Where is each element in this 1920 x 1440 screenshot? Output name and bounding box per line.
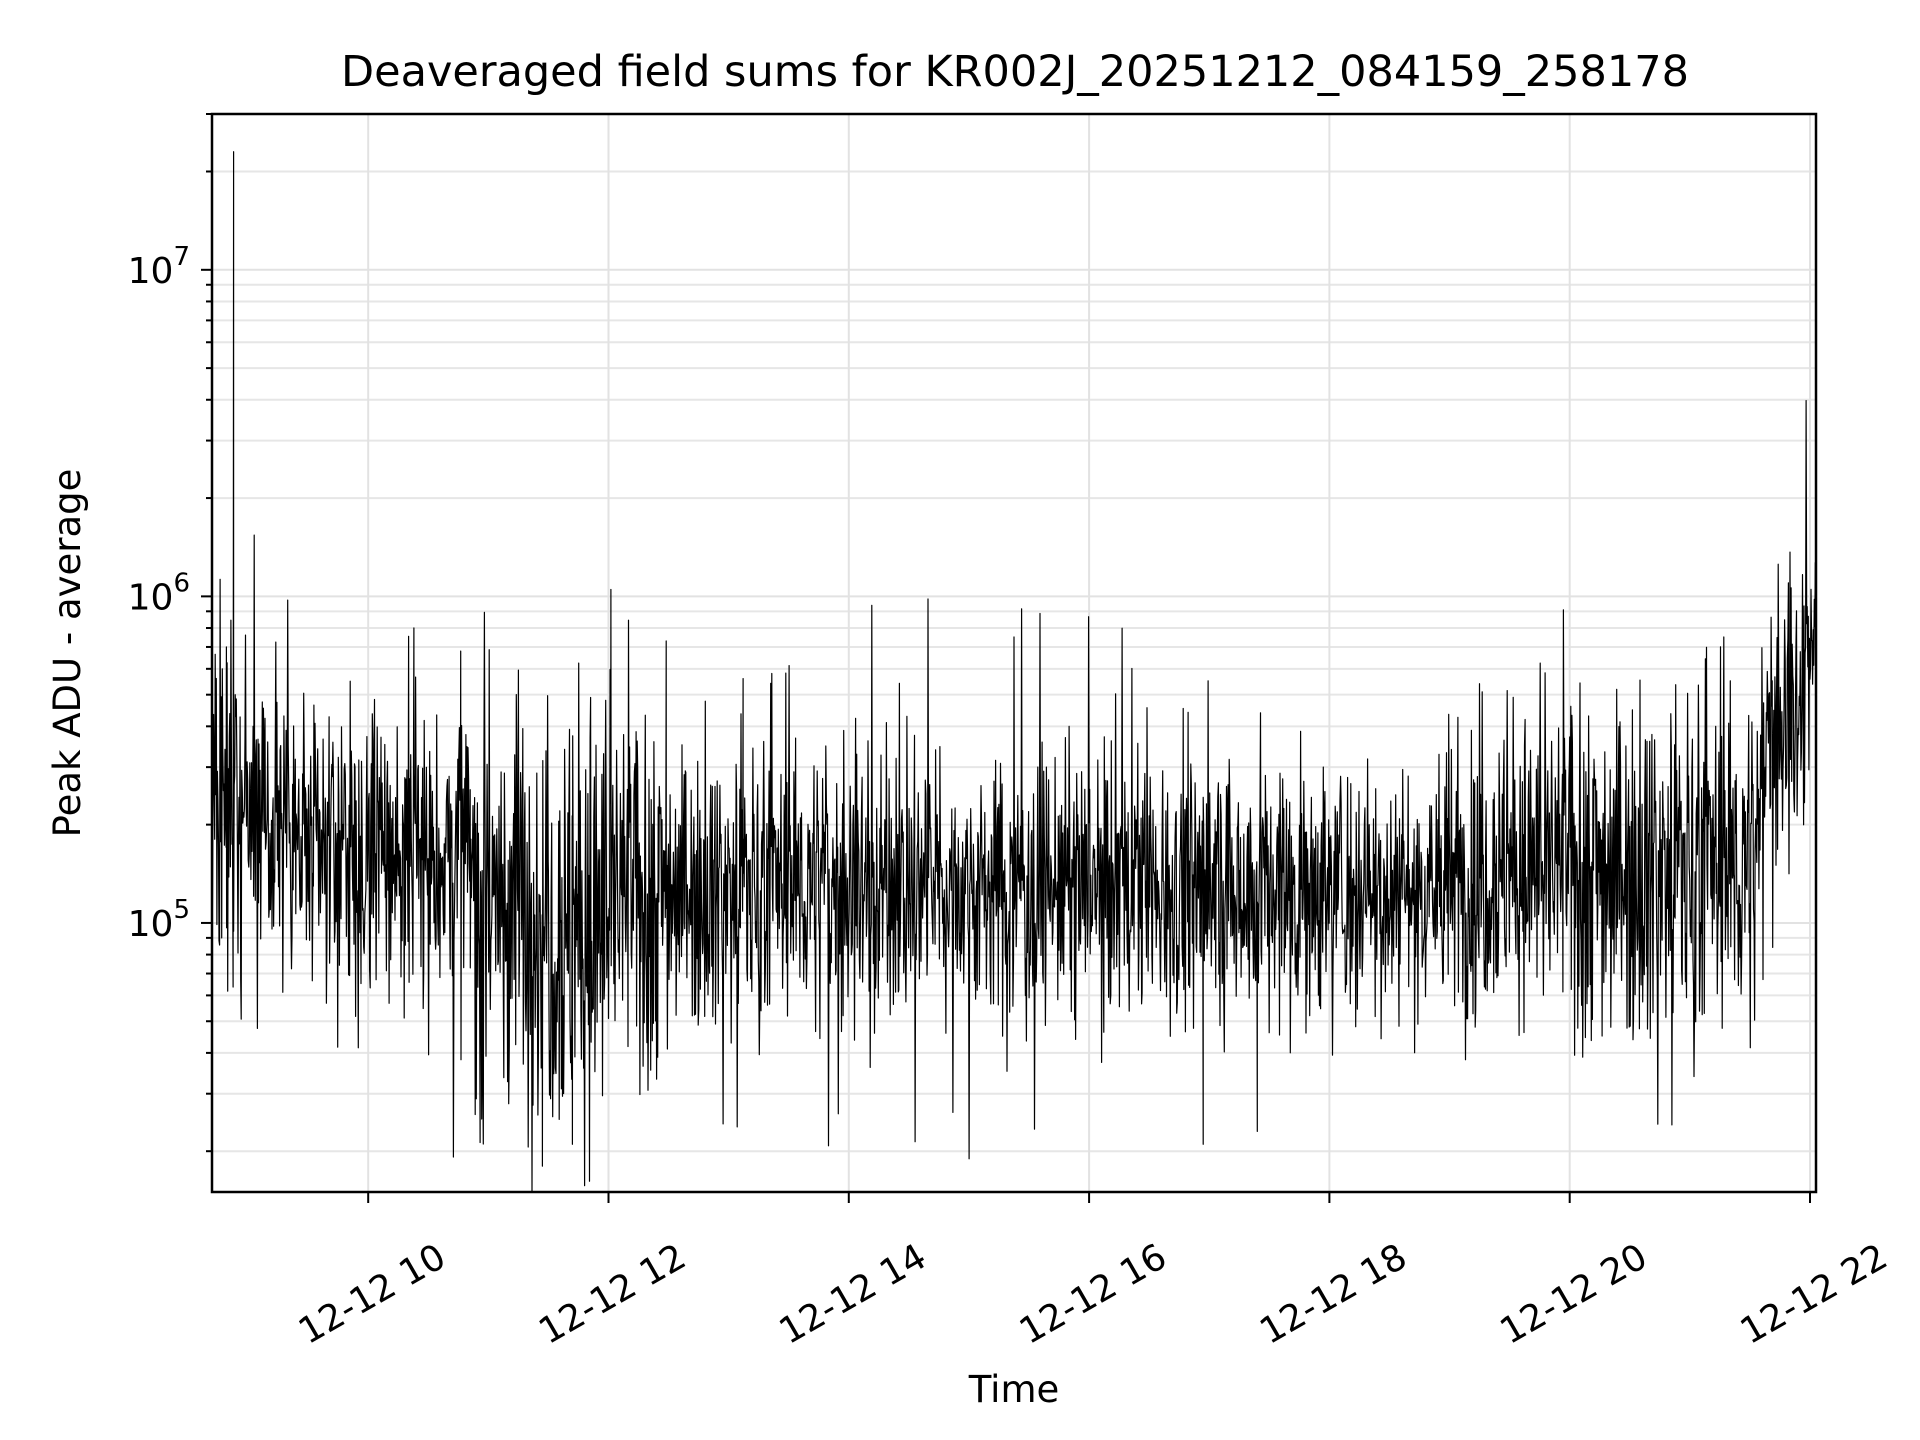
plot-frame — [210, 112, 1818, 1194]
series-line-deaveraged-field-sum — [212, 151, 1816, 1192]
y-tick-label: 105 — [128, 895, 190, 945]
x-axis-label: Time — [968, 1368, 1060, 1411]
y-tick-label: 107 — [128, 242, 190, 292]
y-tick-label: 106 — [128, 568, 190, 618]
chart-title: Deaveraged field sums for KR002J_2025121… — [341, 47, 1689, 97]
series-layer — [212, 151, 1816, 1192]
y-axis-label: Peak ADU - average — [46, 469, 89, 838]
